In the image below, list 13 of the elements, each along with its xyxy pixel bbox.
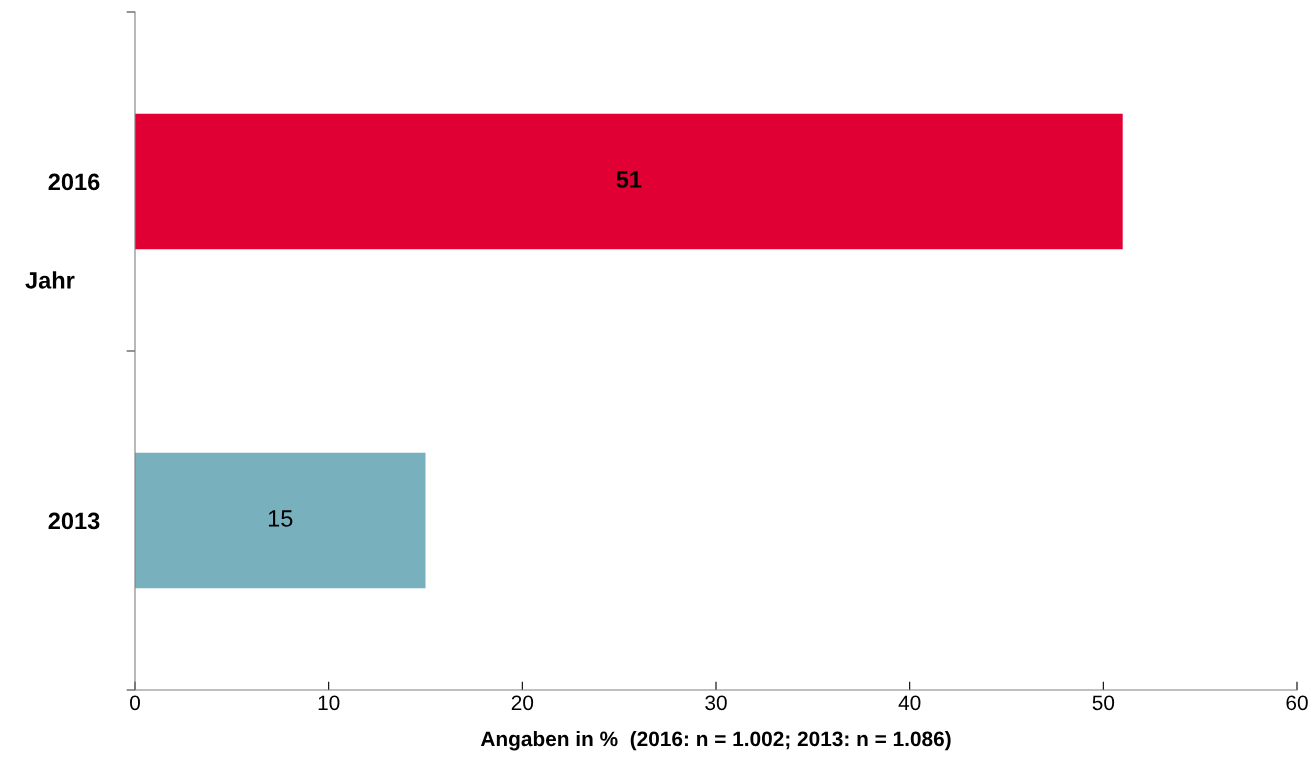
data-label: 15 [268,510,293,527]
y-axis-title: Jahr [25,271,75,289]
y-tick-label: 2013 [48,512,100,530]
x-tick-label: 60 [1286,695,1308,711]
x-tick-label: 30 [705,695,727,711]
x-tick-label: 10 [318,695,340,711]
x-tick-label: 50 [1092,695,1115,711]
data-label: 51 [616,171,642,188]
x-tick-label: 20 [511,695,534,711]
x-tick-label: 0 [130,695,140,711]
x-axis-title: Angaben in % (2016: n = 1.002; 2013: n = 1.086) [480,730,951,751]
x-tick-label: 40 [898,695,921,711]
y-tick-label: 2016 [48,173,100,191]
